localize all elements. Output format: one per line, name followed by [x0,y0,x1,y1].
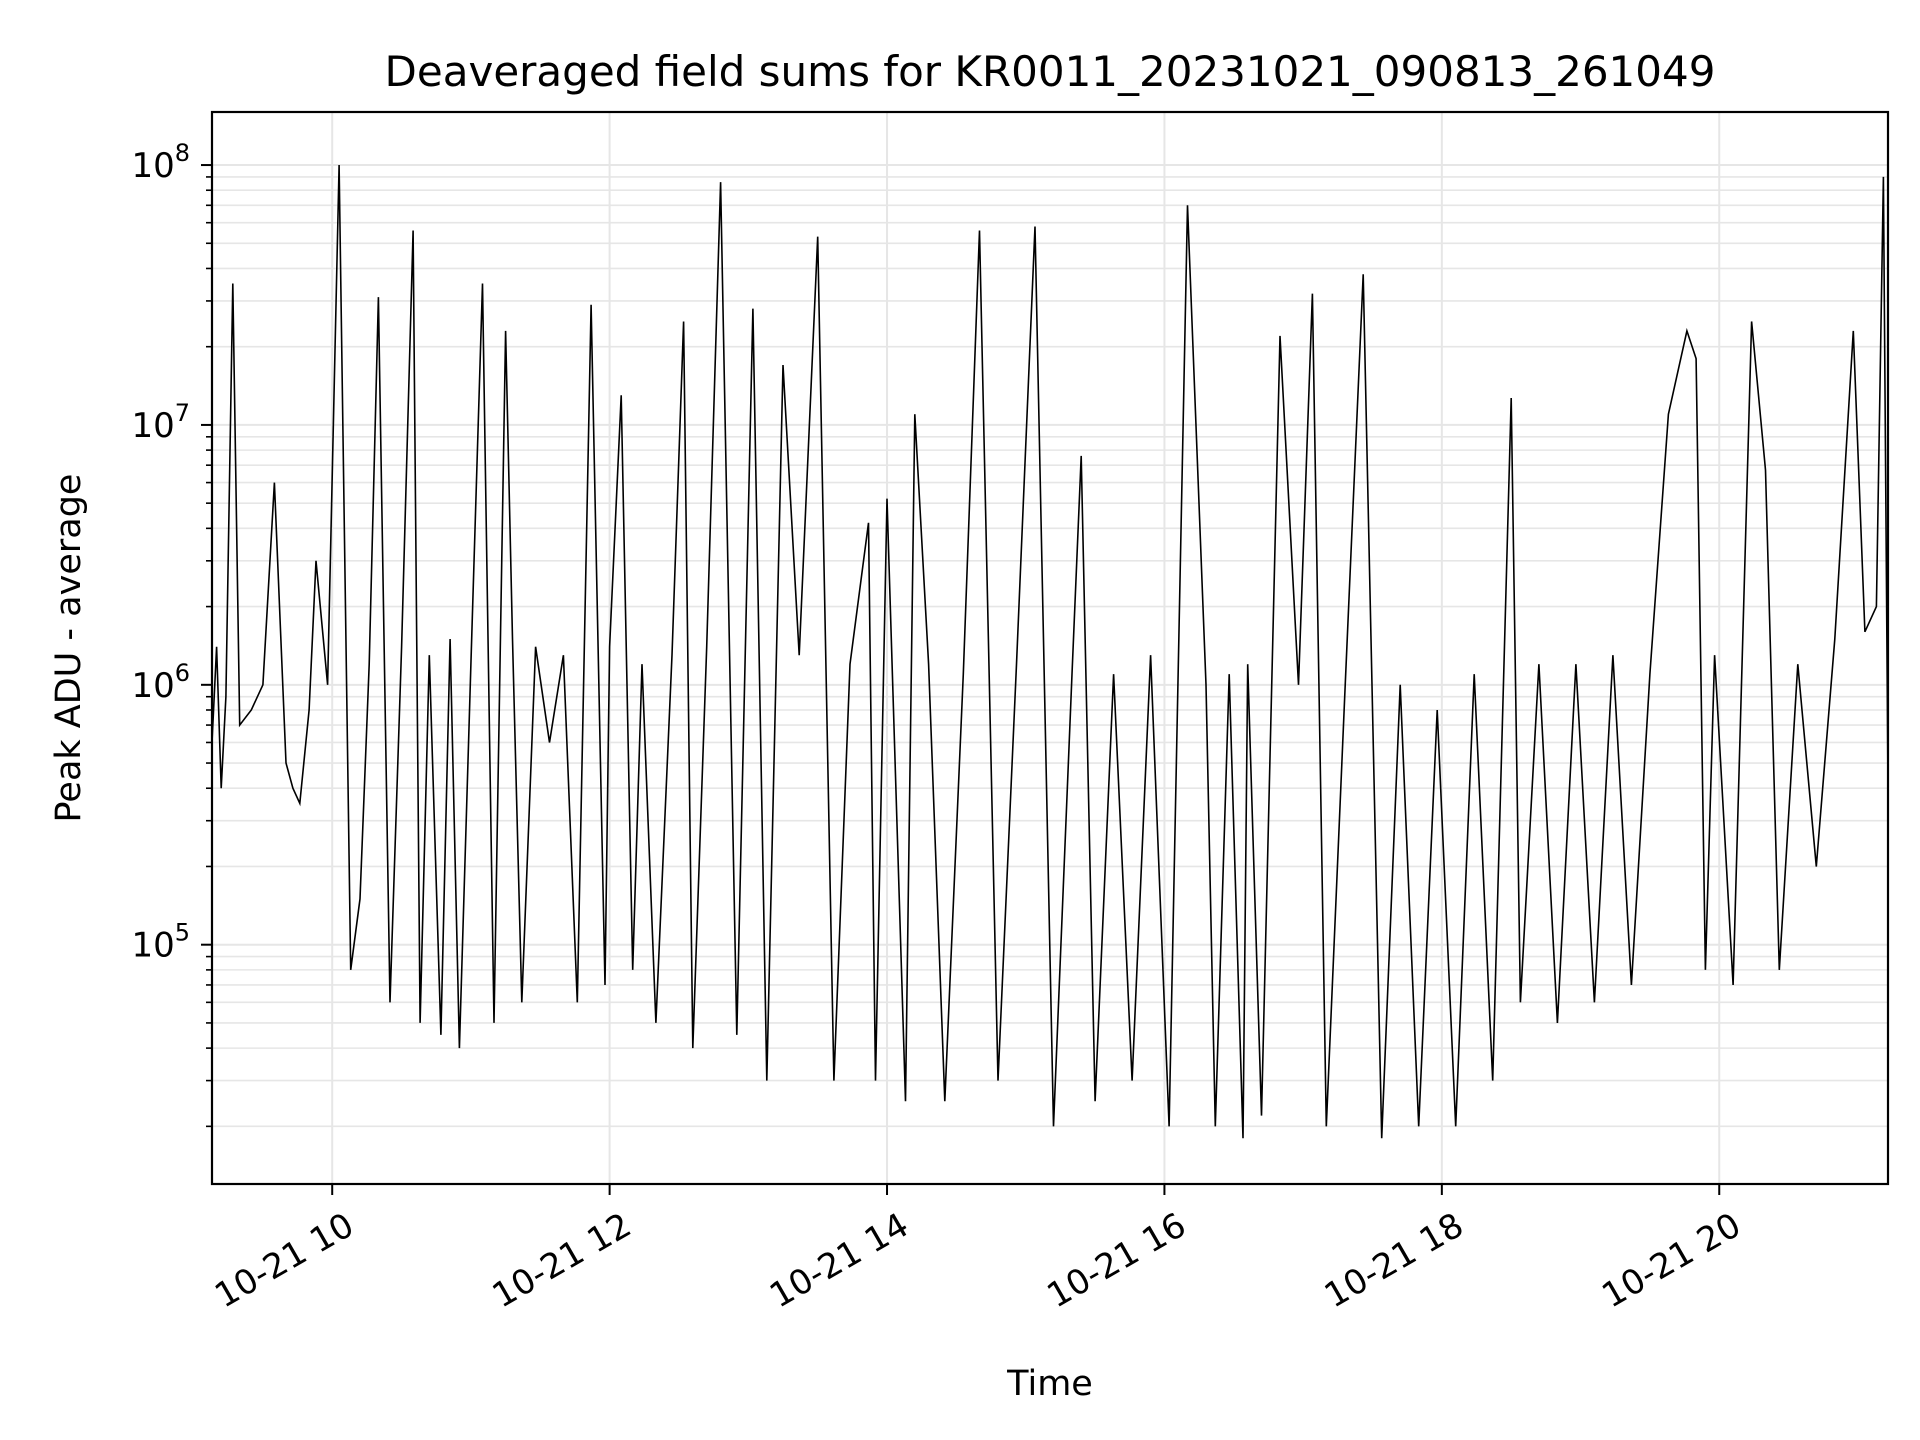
y-tick-base: 10 [131,666,174,706]
plot-frame [210,110,1890,1186]
series-line [211,164,1889,1139]
y-tick-label: 108 [131,139,190,186]
y-tick-label: 105 [131,919,190,966]
y-tick-exponent: 6 [175,659,190,687]
y-tick-exponent: 7 [175,399,190,427]
x-axis-title: Time [1006,1364,1093,1404]
y-axis-title: Peak ADU - average [49,474,89,823]
y-tick-base: 10 [131,406,174,446]
y-tick-exponent: 8 [175,139,190,167]
chart-title: Deaveraged field sums for KR0011_2023102… [385,47,1716,96]
y-tick-base: 10 [131,926,174,966]
y-tick-label: 106 [131,659,190,706]
series-group [211,164,1889,1139]
y-tick-exponent: 5 [175,919,190,947]
y-tick-base: 10 [131,146,174,186]
y-tick-label: 107 [131,399,190,446]
